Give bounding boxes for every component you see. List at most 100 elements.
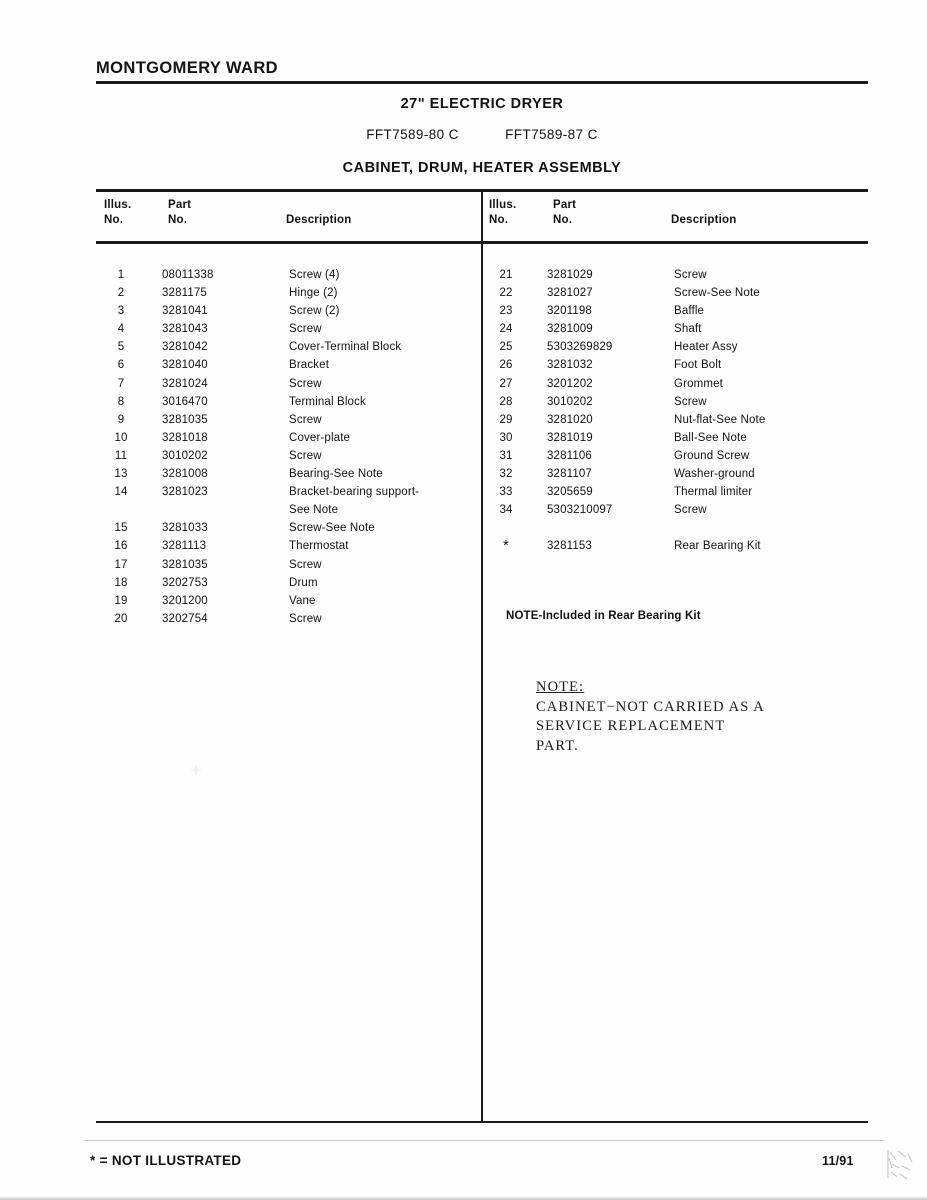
header-part-no: Part No. xyxy=(553,198,576,227)
cell-description: Hinge (2) xyxy=(289,287,338,300)
table-row: 16 3281113 Thermostat xyxy=(104,537,476,555)
table-row: 22 3281027 Screw-See Note xyxy=(489,284,861,302)
cell-part-no: 3281113 xyxy=(162,540,207,553)
cell-description: Screw xyxy=(289,323,322,336)
cell-part-no: 3281020 xyxy=(547,413,593,426)
cell-illus-no: 4 xyxy=(117,323,125,336)
cell-part-no: 3281033 xyxy=(162,522,208,535)
table-row: 2 3281175 Hinge (2) xyxy=(104,284,476,302)
table-row: 5 3281042 Cover-Terminal Block xyxy=(104,338,476,356)
table-row: 1 08011338 Screw (4) xyxy=(104,266,476,284)
cell-part-no: 3281042 xyxy=(162,341,208,354)
table-row-spacer xyxy=(489,519,861,537)
table-row: 20 3202754 Screw xyxy=(104,610,476,628)
cell-illus-no: 21 xyxy=(499,269,513,281)
header-part-no: Part No. xyxy=(168,198,191,227)
cell-description: Rear Bearing Kit xyxy=(674,540,761,553)
cell-illus-no: 19 xyxy=(114,594,128,607)
title-block: 27" ELECTRIC DRYER FFT7589-80 C FFT7589-… xyxy=(96,93,868,179)
cell-illus-no: 18 xyxy=(114,576,128,589)
cell-illus-no: 9 xyxy=(117,413,125,426)
table-row: 11 3010202 Screw xyxy=(104,447,476,465)
cell-description: Washer-ground xyxy=(674,468,755,481)
cell-illus-no: 34 xyxy=(499,504,513,517)
table-row: 23 3201198 Baffle xyxy=(489,302,861,320)
table-row: 10 3281018 Cover-plate xyxy=(104,429,476,447)
cell-part-no: 3281008 xyxy=(162,468,208,481)
footer-legend: * = NOT ILLUSTRATED xyxy=(90,1153,242,1168)
cell-part-no: 3281175 xyxy=(162,287,207,300)
header-illus-line2: No. xyxy=(104,213,124,226)
table-row: 7 3281024 Screw xyxy=(104,375,476,393)
cell-illus-no: 5 xyxy=(117,341,125,354)
cell-part-no: 3202753 xyxy=(162,576,208,589)
cell-illus-no: * xyxy=(503,537,509,555)
cell-description: Screw xyxy=(289,377,322,390)
table-row: 14 3281023 Bracket-bearing support- See No… xyxy=(104,483,476,519)
cell-description: Bearing-See Note xyxy=(289,468,383,481)
cell-description: Vane xyxy=(289,594,316,607)
scan-artifact-icon xyxy=(887,1150,913,1180)
page-bottom-shadow xyxy=(0,1196,927,1200)
cell-illus-no: 25 xyxy=(499,341,513,354)
cell-description: Grommet xyxy=(674,377,723,390)
header-illus-no: Illus. No. xyxy=(489,198,516,227)
header-illus-line2: No. xyxy=(489,213,509,226)
cell-description: Thermostat xyxy=(289,540,349,553)
table-row: 34 5303210097 Screw xyxy=(489,501,861,519)
cell-part-no: 3281041 xyxy=(162,305,208,318)
cell-description: Screw xyxy=(289,558,322,571)
table-row: 28 3010202 Screw xyxy=(489,393,861,411)
table-row: 21 3281029 Screw xyxy=(489,266,861,284)
cell-illus-no: 22 xyxy=(499,287,513,300)
cell-illus-no: 31 xyxy=(499,449,513,462)
page-title: 27" ELECTRIC DRYER xyxy=(400,96,564,112)
cell-part-no: 3281153 xyxy=(547,540,592,553)
cell-description: Screw xyxy=(674,504,707,517)
cell-description: Terminal Block xyxy=(289,395,366,408)
cell-illus-no: 15 xyxy=(114,522,128,535)
cell-part-no: 3281043 xyxy=(162,323,208,336)
cell-description: Cover-plate xyxy=(289,431,351,444)
cell-part-no: 3010202 xyxy=(162,449,208,462)
assembly-title: CABINET, DRUM, HEATER ASSEMBLY xyxy=(342,160,622,176)
header-illus-line1: Illus. xyxy=(489,199,517,211)
cell-description: Bracket xyxy=(289,359,330,372)
table-row: 15 3281033 Screw-See Note xyxy=(104,519,476,537)
cell-illus-no: 1 xyxy=(117,269,125,281)
table-row: 13 3281008 Bearing-See Note xyxy=(104,465,476,483)
cell-description: Screw xyxy=(289,413,322,426)
note-included-in-kit: NOTE-Included in Rear Bearing Kit xyxy=(506,610,701,622)
brand-title: MONTGOMERY WARD xyxy=(96,59,278,77)
cell-description: Foot Bolt xyxy=(674,359,722,372)
cell-illus-no: 3 xyxy=(117,305,125,318)
footer-date-code: 11/91 xyxy=(822,1154,854,1168)
header-part-line2: No. xyxy=(553,213,573,226)
typed-note-body: CABINET−NOT CARRIED AS A SERVICE REPLACE… xyxy=(536,698,765,754)
model-number-1: FFT7589-80 C xyxy=(366,127,459,142)
cell-description: Ball-See Note xyxy=(674,431,747,444)
cell-illus-no: 24 xyxy=(499,323,513,336)
cell-part-no: 3281040 xyxy=(162,359,208,372)
cell-illus-no: 14 xyxy=(114,486,128,499)
cell-part-no: 3201200 xyxy=(162,594,208,607)
header-description: Description xyxy=(286,214,352,226)
cell-illus-no: 7 xyxy=(117,377,125,390)
cell-illus-no: 6 xyxy=(117,359,125,372)
cell-description: Screw-See Note xyxy=(674,287,760,300)
cell-part-no: 08011338 xyxy=(162,269,214,281)
cell-description: Ground Screw xyxy=(674,449,750,462)
cell-part-no: 3281027 xyxy=(547,287,593,300)
table-row: 26 3281032 Foot Bolt xyxy=(489,356,861,374)
cell-part-no: 3010202 xyxy=(547,395,593,408)
cell-part-no: 3281029 xyxy=(547,269,593,281)
typed-note-heading: NOTE: xyxy=(536,679,585,695)
parts-list-right: 21 3281029 Screw 22 3281027 Screw-See Note 23 3… xyxy=(489,266,861,556)
cell-illus-no: 11 xyxy=(114,449,128,462)
cell-description: Screw xyxy=(674,269,707,281)
cell-part-no: 3281024 xyxy=(162,377,208,390)
cell-illus-no: 10 xyxy=(114,431,128,444)
cell-illus-no: 2 xyxy=(117,287,125,300)
cell-illus-no: 8 xyxy=(117,395,125,408)
cell-description: Screw-See Note xyxy=(289,522,375,535)
